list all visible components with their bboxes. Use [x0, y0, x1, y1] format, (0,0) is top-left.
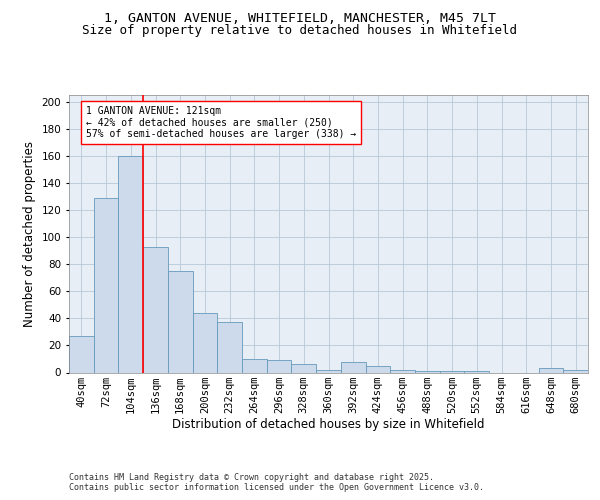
Bar	[539, 368, 563, 372]
Bar	[143, 246, 168, 372]
Bar	[440, 371, 464, 372]
Bar	[464, 371, 489, 372]
Bar	[341, 362, 365, 372]
Bar	[267, 360, 292, 372]
Bar	[563, 370, 588, 372]
Bar	[217, 322, 242, 372]
Bar	[390, 370, 415, 372]
Bar	[118, 156, 143, 372]
Bar	[193, 313, 217, 372]
Text: 1, GANTON AVENUE, WHITEFIELD, MANCHESTER, M45 7LT: 1, GANTON AVENUE, WHITEFIELD, MANCHESTER…	[104, 12, 496, 26]
Text: Contains HM Land Registry data © Crown copyright and database right 2025.
Contai: Contains HM Land Registry data © Crown c…	[69, 472, 484, 492]
Bar	[168, 271, 193, 372]
Bar	[69, 336, 94, 372]
Y-axis label: Number of detached properties: Number of detached properties	[23, 141, 36, 327]
Bar	[316, 370, 341, 372]
Text: 1 GANTON AVENUE: 121sqm
← 42% of detached houses are smaller (250)
57% of semi-d: 1 GANTON AVENUE: 121sqm ← 42% of detache…	[86, 106, 356, 139]
Bar	[415, 371, 440, 372]
Bar	[242, 359, 267, 372]
Bar	[94, 198, 118, 372]
X-axis label: Distribution of detached houses by size in Whitefield: Distribution of detached houses by size …	[172, 418, 485, 432]
Bar	[365, 366, 390, 372]
Text: Size of property relative to detached houses in Whitefield: Size of property relative to detached ho…	[83, 24, 517, 37]
Bar	[292, 364, 316, 372]
